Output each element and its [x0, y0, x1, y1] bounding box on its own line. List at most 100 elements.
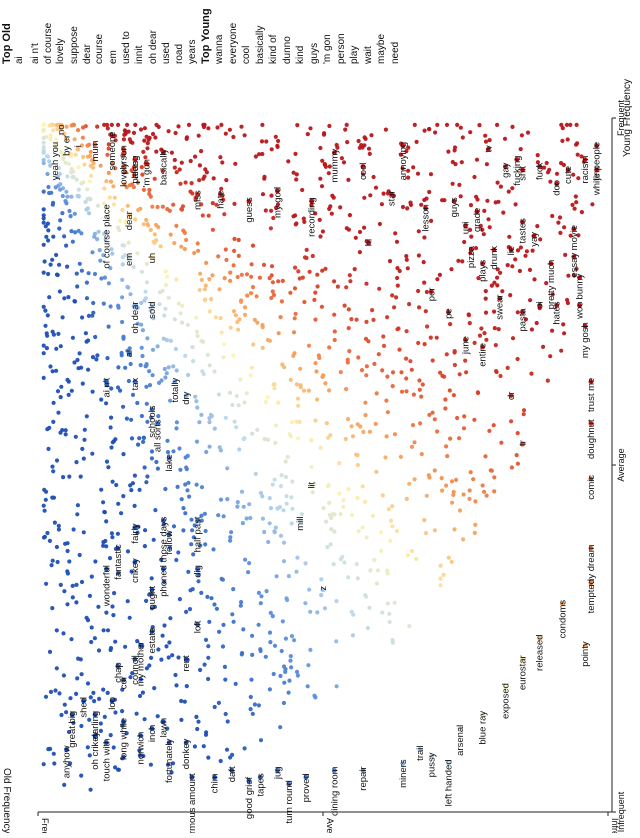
labelled-point — [485, 146, 491, 152]
word-point — [191, 535, 196, 540]
word-point — [267, 630, 273, 635]
word-point — [242, 436, 247, 441]
top-young-word: basically — [255, 26, 266, 64]
labelled-point — [257, 774, 263, 780]
word-point — [65, 174, 70, 179]
point-label: bunny — [575, 273, 586, 299]
word-point — [48, 262, 53, 267]
word-point — [323, 266, 328, 271]
word-point — [484, 493, 489, 498]
word-point — [79, 773, 84, 778]
word-point — [335, 145, 340, 150]
point-label: jug — [272, 766, 283, 780]
word-point — [337, 461, 342, 466]
word-point — [92, 636, 97, 641]
word-point — [377, 221, 382, 227]
word-point — [216, 254, 221, 259]
point-label: miss — [193, 190, 204, 210]
labelled-point — [503, 684, 508, 690]
word-point — [408, 200, 413, 205]
word-point — [74, 691, 79, 697]
word-point — [98, 258, 103, 263]
word-point — [120, 723, 125, 728]
point-label: daft — [227, 766, 238, 782]
word-point — [174, 223, 179, 228]
word-point — [121, 404, 126, 409]
word-point — [513, 257, 518, 262]
word-point — [43, 224, 48, 229]
word-point — [233, 681, 238, 687]
top-old-word: ai — [14, 56, 25, 64]
word-point — [186, 569, 191, 575]
word-point — [276, 138, 281, 144]
labelled-point — [275, 188, 280, 194]
labelled-point — [183, 740, 189, 745]
word-point — [293, 151, 298, 156]
top-old-word: innit — [134, 45, 145, 64]
word-point — [510, 186, 515, 191]
word-point — [177, 167, 182, 172]
word-point — [41, 216, 46, 221]
word-point — [320, 374, 325, 379]
word-point — [149, 449, 155, 454]
word-point — [319, 184, 325, 189]
labelled-point — [503, 164, 508, 170]
word-point — [228, 270, 233, 275]
word-point — [319, 577, 324, 582]
word-point — [163, 486, 168, 492]
word-point — [457, 508, 463, 513]
word-point — [341, 498, 346, 503]
labelled-point — [132, 525, 138, 530]
word-point — [143, 155, 148, 160]
word-point — [228, 538, 233, 543]
word-point — [483, 454, 488, 459]
labelled-point — [115, 545, 121, 551]
word-point — [41, 189, 46, 194]
word-point — [344, 387, 349, 392]
word-point — [452, 145, 458, 150]
word-point — [129, 436, 135, 441]
word-point — [57, 171, 63, 176]
word-point — [239, 298, 244, 303]
word-point — [446, 149, 451, 154]
word-point — [66, 392, 71, 397]
top-old-word: years — [187, 40, 198, 64]
word-point — [101, 301, 106, 306]
word-point — [367, 429, 372, 434]
word-point — [260, 345, 265, 350]
word-point — [62, 702, 67, 707]
word-point — [160, 288, 165, 293]
word-point — [68, 151, 73, 156]
word-point — [493, 343, 498, 348]
word-point — [242, 400, 247, 405]
word-point — [137, 436, 142, 441]
word-point — [373, 185, 379, 190]
word-point — [139, 413, 144, 419]
labelled-point — [195, 622, 201, 627]
word-point — [198, 271, 203, 276]
word-point — [307, 587, 312, 592]
word-point — [48, 133, 53, 138]
word-point — [460, 135, 465, 140]
word-point — [235, 500, 240, 505]
word-point — [128, 361, 133, 367]
word-point — [283, 459, 288, 464]
word-point — [136, 442, 141, 447]
word-point — [374, 581, 379, 586]
word-point — [295, 555, 300, 560]
word-point — [458, 194, 463, 199]
word-point — [467, 321, 472, 326]
word-point — [337, 491, 342, 496]
word-point — [232, 236, 237, 241]
point-label: miners — [398, 759, 409, 788]
word-point — [41, 375, 46, 380]
word-point — [406, 168, 411, 173]
word-point — [239, 652, 244, 657]
point-label: totally — [170, 377, 181, 402]
labelled-point — [104, 379, 109, 385]
word-point — [200, 213, 205, 218]
word-point — [145, 336, 150, 341]
word-point — [287, 432, 292, 437]
word-point — [166, 295, 171, 300]
word-point — [223, 711, 228, 717]
